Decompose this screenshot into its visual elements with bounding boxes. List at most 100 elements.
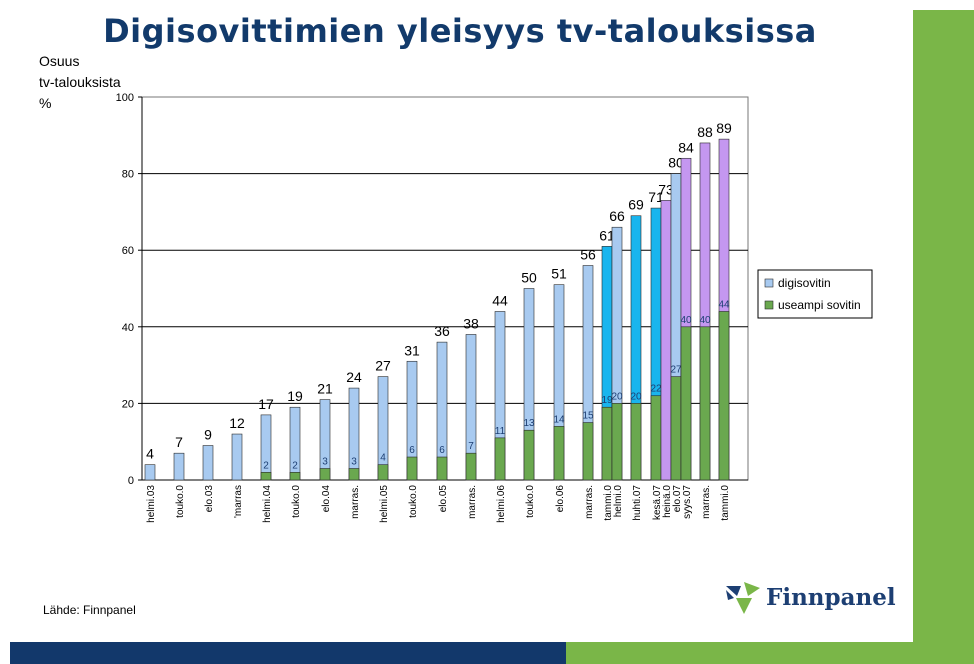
data-label-useampi-sovitin: 6 <box>409 445 415 456</box>
x-tick-label: helmi.05 <box>379 485 390 523</box>
bar-digisovitin <box>202 445 214 481</box>
y-axis-title-line-3: % <box>39 95 52 111</box>
data-label-useampi-sovitin: 4 <box>380 453 386 464</box>
data-label-useampi-sovitin: 13 <box>523 418 535 429</box>
data-label-digisovitin: 71 <box>648 189 664 205</box>
data-label-digisovitin: 38 <box>463 315 479 331</box>
data-label-useampi-sovitin: 2 <box>292 460 298 471</box>
x-tick-label: helmi.0 <box>613 485 624 518</box>
y-axis-title-line-1: Osuus <box>39 53 80 69</box>
x-tick-label: elo.06 <box>555 485 566 513</box>
x-tick-label: syys.07 <box>682 485 693 519</box>
bar-useampi-sovitin <box>465 452 477 481</box>
bar-useampi-sovitin <box>260 472 272 481</box>
x-tick-label: elo.04 <box>321 485 332 513</box>
data-label-digisovitin: 9 <box>204 427 212 443</box>
bottom-green-band <box>566 642 913 664</box>
bar-useampi-sovitin <box>601 406 613 481</box>
y-tick-label: 100 <box>116 92 134 104</box>
data-label-digisovitin: 31 <box>404 342 420 358</box>
bar-useampi-sovitin <box>319 468 331 481</box>
legend-box <box>757 269 873 319</box>
x-tick-label: heinä.0 <box>662 485 673 518</box>
bar-useampi-sovitin <box>523 429 535 481</box>
bar-useampi-sovitin <box>718 311 730 481</box>
data-label-digisovitin: 12 <box>229 415 245 431</box>
data-label-useampi-sovitin: 20 <box>630 391 642 402</box>
data-label-digisovitin: 19 <box>287 388 303 404</box>
data-label-digisovitin: 17 <box>258 396 274 412</box>
finnpanel-logo-icon <box>726 582 760 614</box>
bar-useampi-sovitin <box>611 403 623 481</box>
x-tick-label: tammi.0 <box>720 485 731 521</box>
bar-digisovitin <box>660 200 672 481</box>
right-decor-band <box>913 10 974 664</box>
legend-swatch-digisovitin <box>764 278 774 288</box>
bar-digisovitin <box>231 433 243 481</box>
data-label-digisovitin: 21 <box>317 381 333 397</box>
x-tick-label: elo.03 <box>204 485 215 513</box>
legend-swatch-useampi-sovitin <box>764 300 774 310</box>
data-label-digisovitin: 7 <box>175 434 183 450</box>
y-axis-title: Osuus tv-talouksista % <box>39 51 121 114</box>
data-label-useampi-sovitin: 14 <box>553 414 565 425</box>
bar-useampi-sovitin <box>582 422 594 481</box>
data-label-digisovitin: 73 <box>658 181 674 197</box>
bar-useampi-sovitin <box>553 426 565 481</box>
page-title: Digisovittimien yleisyys tv-talouksissa <box>103 12 817 50</box>
data-label-useampi-sovitin: 20 <box>611 391 623 402</box>
x-tick-label: marras. <box>350 485 361 519</box>
data-label-digisovitin: 88 <box>697 124 713 140</box>
x-tick-label: touko.0 <box>291 485 302 518</box>
x-tick-label: kesä.07 <box>652 485 663 520</box>
data-label-useampi-sovitin: 19 <box>601 395 613 406</box>
x-tick-label: helmi.04 <box>262 485 273 523</box>
bottom-navy-band <box>10 642 566 664</box>
logo-wordmark: Finnpanel <box>766 584 896 611</box>
data-label-digisovitin: 69 <box>628 197 644 213</box>
source-note: Lähde: Finnpanel <box>43 603 136 617</box>
finnpanel-logo: Finnpanel <box>724 578 896 618</box>
x-tick-label: marras. <box>701 485 712 519</box>
x-tick-label: 'marras <box>233 485 244 518</box>
x-tick-label: touko.0 <box>408 485 419 518</box>
bar-chart: 0204060801004helmi.037touko.09elo.0312'm… <box>116 92 873 523</box>
data-label-digisovitin: 27 <box>375 358 391 374</box>
data-label-useampi-sovitin: 15 <box>582 411 594 422</box>
bar-useampi-sovitin <box>436 456 448 481</box>
data-label-digisovitin: 51 <box>551 266 567 282</box>
data-label-useampi-sovitin: 2 <box>263 460 269 471</box>
x-tick-label: elo.05 <box>438 485 449 513</box>
bar-useampi-sovitin <box>680 326 692 481</box>
data-label-useampi-sovitin: 3 <box>351 457 357 468</box>
data-label-digisovitin: 50 <box>521 270 537 286</box>
x-tick-label: marras. <box>584 485 595 519</box>
data-label-digisovitin: 4 <box>146 446 154 462</box>
y-tick-label: 40 <box>122 322 134 334</box>
data-label-digisovitin: 66 <box>609 208 625 224</box>
y-axis-title-line-2: tv-talouksista <box>39 74 121 90</box>
bar-useampi-sovitin <box>494 437 506 481</box>
data-label-useampi-sovitin: 22 <box>650 384 662 395</box>
bar-digisovitin <box>144 464 156 481</box>
bar-digisovitin <box>173 452 185 481</box>
y-tick-label: 20 <box>122 398 134 410</box>
x-tick-label: helmi.06 <box>496 485 507 523</box>
x-tick-label: touko.0 <box>175 485 186 518</box>
data-label-useampi-sovitin: 40 <box>680 315 692 326</box>
bar-useampi-sovitin <box>377 464 389 481</box>
data-label-useampi-sovitin: 3 <box>322 457 328 468</box>
bar-useampi-sovitin <box>406 456 418 481</box>
data-label-digisovitin: 44 <box>492 292 508 308</box>
data-label-digisovitin: 36 <box>434 323 450 339</box>
data-label-digisovitin: 24 <box>346 369 362 385</box>
x-tick-label: tammi.0 <box>603 485 614 521</box>
x-tick-label: helmi.03 <box>146 485 157 523</box>
data-label-useampi-sovitin: 44 <box>718 299 730 310</box>
x-tick-label: elo.07 <box>672 485 683 513</box>
legend-label-useampi-sovitin: useampi sovitin <box>778 298 861 312</box>
data-label-useampi-sovitin: 27 <box>670 365 682 376</box>
bar-useampi-sovitin <box>348 468 360 481</box>
x-tick-label: huhti.07 <box>632 485 643 521</box>
legend-label-digisovitin: digisovitin <box>778 276 831 290</box>
